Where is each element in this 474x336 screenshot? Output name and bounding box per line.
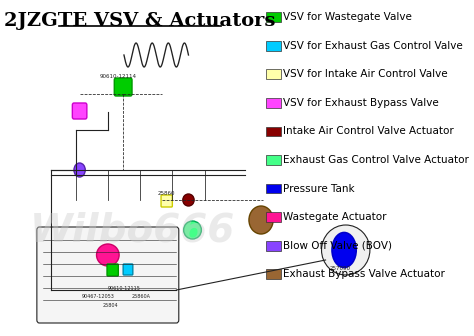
FancyBboxPatch shape (266, 241, 281, 251)
Text: Pressure Tank: Pressure Tank (283, 183, 355, 194)
FancyBboxPatch shape (266, 184, 281, 194)
Text: Exhaust Bypass Valve Actuator: Exhaust Bypass Valve Actuator (283, 269, 445, 279)
Text: Wastegate Actuator: Wastegate Actuator (283, 212, 387, 222)
FancyBboxPatch shape (266, 98, 281, 108)
FancyBboxPatch shape (266, 212, 281, 222)
Text: Exhaust Gas Control Valve Actuator: Exhaust Gas Control Valve Actuator (283, 155, 469, 165)
Ellipse shape (183, 194, 194, 206)
FancyBboxPatch shape (37, 227, 179, 323)
Text: VSV for Exhaust Gas Control Valve: VSV for Exhaust Gas Control Valve (283, 41, 463, 51)
Text: 257090: 257090 (329, 266, 351, 271)
Ellipse shape (183, 221, 201, 239)
FancyBboxPatch shape (161, 195, 173, 207)
Text: Wilbo666: Wilbo666 (29, 211, 235, 249)
Text: 90610-12115: 90610-12115 (108, 286, 141, 291)
FancyBboxPatch shape (73, 103, 87, 119)
Ellipse shape (97, 244, 119, 266)
Text: VSV for Wastegate Valve: VSV for Wastegate Valve (283, 12, 412, 22)
FancyBboxPatch shape (266, 269, 281, 279)
Text: Intake Air Control Valve Actuator: Intake Air Control Valve Actuator (283, 126, 454, 136)
FancyBboxPatch shape (123, 264, 133, 275)
FancyBboxPatch shape (266, 41, 281, 51)
Ellipse shape (332, 233, 356, 267)
Text: 90610-12114: 90610-12114 (100, 74, 137, 79)
Text: 90467-12053: 90467-12053 (82, 294, 115, 299)
Text: 25860A: 25860A (132, 294, 151, 299)
Text: 2JZGTE VSV & Actuators: 2JZGTE VSV & Actuators (4, 12, 276, 30)
FancyBboxPatch shape (114, 78, 132, 96)
FancyBboxPatch shape (266, 127, 281, 136)
Ellipse shape (249, 206, 273, 234)
FancyBboxPatch shape (266, 155, 281, 165)
Text: Blow Off Valve (BOV): Blow Off Valve (BOV) (283, 241, 392, 251)
FancyBboxPatch shape (107, 264, 118, 276)
Ellipse shape (321, 225, 370, 275)
Text: VSV for Intake Air Control Valve: VSV for Intake Air Control Valve (283, 69, 448, 79)
Text: 25804: 25804 (102, 303, 118, 308)
FancyBboxPatch shape (266, 70, 281, 79)
FancyBboxPatch shape (266, 12, 281, 22)
Text: VSV for Exhaust Bypass Valve: VSV for Exhaust Bypass Valve (283, 98, 439, 108)
Text: 25860: 25860 (158, 191, 175, 196)
Ellipse shape (74, 163, 85, 177)
